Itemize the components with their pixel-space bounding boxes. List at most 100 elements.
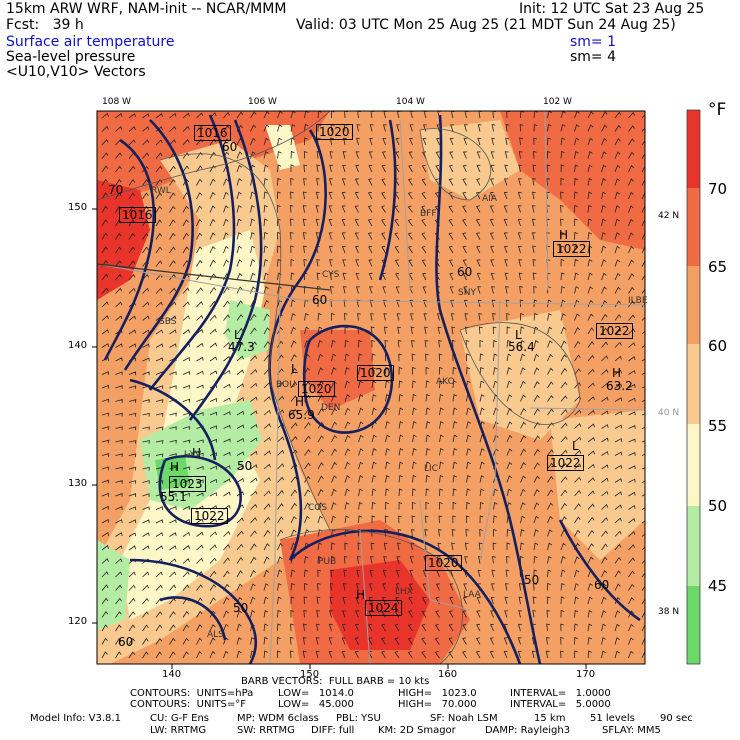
colorbar-label: 60 (708, 337, 728, 355)
station-label: AKO (436, 377, 455, 387)
temp-label: 60 (594, 578, 610, 592)
model-info-sflay: SFLAY: MM5 (602, 725, 661, 736)
init-time: Init: 12 UTC Sat 23 Aug 25 (519, 1, 705, 17)
x-tick-label: 140 (162, 669, 182, 680)
station-label: COS (308, 503, 328, 513)
station-label: ILBE (628, 296, 648, 306)
model-info-sw: SW: RRTMG (237, 725, 295, 736)
colorbar-label: 65 (708, 258, 728, 276)
model-info-timestep: 90 sec (660, 713, 693, 724)
station-label: LHX (395, 587, 413, 597)
model-info-sf: SF: Noah LSM (430, 713, 498, 724)
high-pressure-marker: H (295, 395, 305, 409)
lon-label: 108 W (102, 97, 131, 107)
low-pressure-marker: L (291, 362, 298, 376)
temp-extreme-value: 65.9 (288, 408, 315, 422)
colorbar-label: 45 (708, 577, 728, 595)
model-info-levels: 51 levels (590, 713, 635, 724)
lat-label: 40 N (658, 408, 680, 418)
colorbar-unit: °F (708, 100, 727, 120)
temp-label: 50 (237, 459, 253, 473)
lon-label: 104 W (396, 97, 425, 107)
station-label: CYS (322, 270, 340, 280)
temp-label: 60 (222, 140, 238, 154)
station-label: ALS (207, 630, 224, 640)
model-info-cu: CU: G-F Ens (150, 713, 210, 724)
colorbar-label: 55 (708, 417, 728, 435)
model-info-damp: DAMP: Rayleigh3 (485, 725, 571, 736)
contours-pressure-interval: INTERVAL= 1.0000 (510, 688, 611, 699)
political-boundaries (97, 111, 645, 664)
contours-temp-interval: INTERVAL= 5.0000 (510, 699, 611, 710)
station-label: SBS (159, 317, 177, 327)
pressure-label: 1022 (547, 455, 584, 471)
lon-label: 106 W (248, 97, 277, 107)
field-temperature: Surface air temperature (6, 34, 175, 50)
model-info-res: 15 km (534, 713, 566, 724)
temp-extreme-value: 55.1 (160, 490, 187, 504)
y-tick-label: 130 (68, 478, 88, 489)
state-border-wy-co (97, 263, 331, 291)
station-label: SNY (458, 288, 476, 298)
high-pressure-marker: H (192, 446, 202, 460)
smoothing-1: sm= 1 (570, 34, 617, 50)
temp-extreme-value: 56.4 (508, 340, 535, 354)
pressure-label: 1022 (191, 508, 228, 524)
x-tick-label: 150 (300, 669, 320, 680)
station-label: DEN (321, 403, 341, 413)
plot-frame (96, 110, 646, 665)
temp-label: 50 (524, 573, 540, 587)
pressure-label: 1023 (169, 476, 206, 492)
y-tick-label: 150 (68, 202, 88, 213)
temp-label: 50 (233, 601, 249, 615)
contours-temp-low: LOW= 45.000 (278, 699, 354, 710)
y-tick-label: 120 (68, 616, 88, 627)
pressure-contours (103, 114, 641, 664)
contours-pressure-units: CONTOURS: UNITS=hPa (130, 688, 254, 699)
lon-label: 102 W (543, 97, 572, 107)
pressure-label: 1020 (298, 381, 335, 397)
field-pressure: Sea-level pressure (6, 49, 136, 65)
pressure-label: 1016 (194, 125, 231, 141)
valid-time: Valid: 03 UTC Mon 25 Aug 25 (21 MDT Sun … (296, 17, 676, 33)
contours-pressure-high: HIGH= 1023.0 (398, 688, 477, 699)
temperature-contours (97, 111, 581, 664)
smoothing-2: sm= 4 (570, 49, 617, 65)
high-pressure-marker: H (356, 588, 366, 602)
colorbar-label: 70 (708, 180, 728, 198)
high-pressure-marker: H (612, 366, 622, 380)
pressure-label: 1022 (596, 323, 633, 339)
x-tick-label: 170 (576, 669, 596, 680)
field-vectors: <U10,V10> Vectors (6, 64, 146, 80)
low-pressure-marker: L (515, 328, 522, 342)
model-info-mp: MP: WDM 6class (237, 713, 319, 724)
colorbar (686, 109, 701, 665)
x-tick-label: 160 (438, 669, 458, 680)
temp-extreme-value: 47.3 (228, 340, 255, 354)
axis-ticks (92, 208, 587, 669)
pressure-label: 1016 (119, 207, 156, 223)
contours-pressure-low: LOW= 1014.0 (278, 688, 354, 699)
model-info-km: KM: 2D Smagor (378, 725, 456, 736)
pressure-label: 1020 (357, 365, 394, 381)
station-label: LAA (463, 590, 481, 600)
pressure-label: 1024 (365, 600, 402, 616)
lat-label: 42 N (658, 211, 680, 221)
contours-temp-high: HIGH= 70.000 (398, 699, 477, 710)
temp-label: 60 (118, 635, 134, 649)
pressure-label: 1022 (553, 241, 590, 257)
station-label: LXV (184, 450, 202, 460)
high-pressure-marker: H (559, 228, 569, 242)
lat-label: 38 N (658, 607, 680, 617)
contours-temp-units: CONTOURS: UNITS=°F (130, 699, 246, 710)
pressure-label: 1020 (425, 555, 462, 571)
station-label: RWL (151, 186, 171, 196)
high-pressure-marker: H (170, 460, 180, 474)
temp-label: 70 (108, 183, 124, 197)
low-pressure-marker: L (234, 328, 241, 342)
model-info-diff: DIFF: full (311, 725, 355, 736)
station-label: BOU (276, 380, 296, 390)
colorbar-label: 50 (708, 497, 728, 515)
station-label: BFF (420, 209, 437, 219)
